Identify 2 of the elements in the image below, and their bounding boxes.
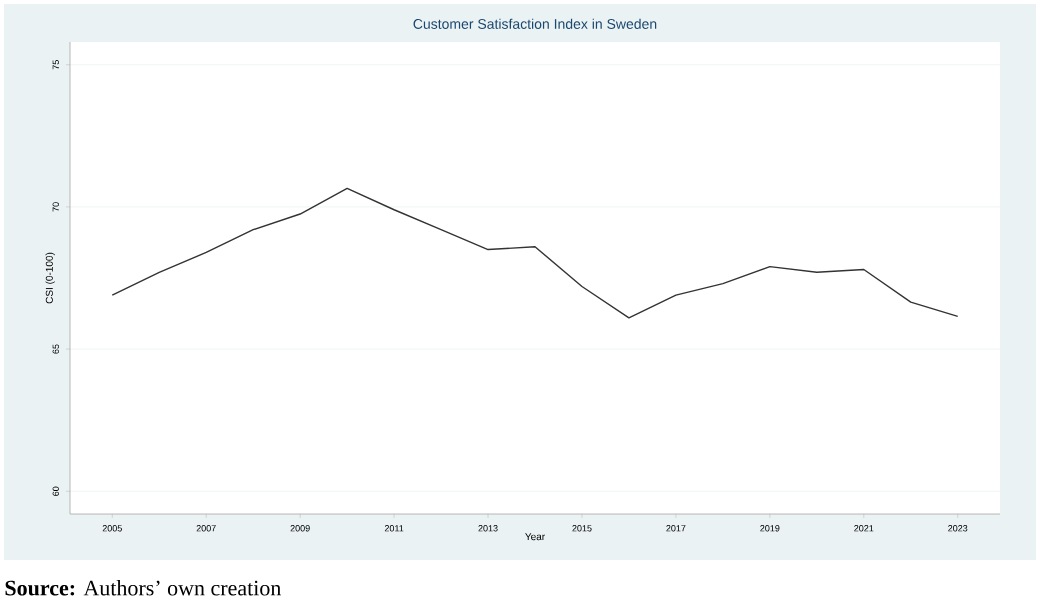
text: Source: Authors’ own creation [5,580,282,596]
line-series [111,187,959,319]
